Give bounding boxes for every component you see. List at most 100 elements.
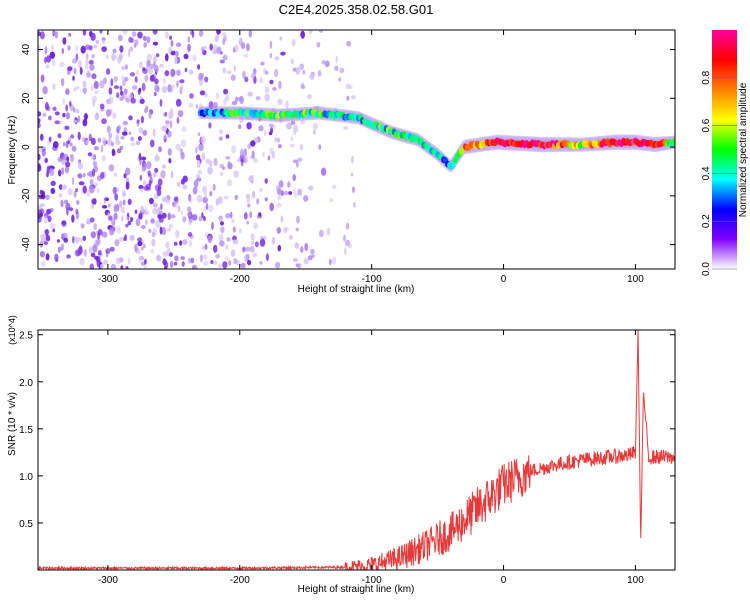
noise-speckle	[119, 96, 124, 101]
noise-speckle	[110, 78, 114, 87]
noise-speckle	[62, 112, 66, 118]
noise-speckle	[167, 148, 172, 156]
noise-speckle	[233, 170, 239, 178]
noise-speckle	[47, 140, 51, 145]
noise-speckle	[234, 194, 238, 200]
noise-speckle	[112, 112, 117, 119]
noise-speckle	[99, 30, 103, 34]
noise-speckle	[222, 54, 228, 61]
noise-speckle	[310, 254, 315, 259]
noise-speckle	[219, 171, 224, 177]
noise-speckle	[156, 254, 162, 262]
noise-speckle	[269, 40, 273, 49]
noise-speckle	[93, 80, 99, 90]
noise-speckle	[72, 236, 75, 244]
noise-speckle	[127, 198, 132, 205]
noise-speckle	[77, 173, 83, 179]
noise-speckle	[136, 119, 140, 124]
noise-speckle	[264, 197, 268, 202]
noise-speckle	[106, 125, 111, 134]
noise-speckle	[44, 56, 47, 64]
noise-speckle	[131, 31, 137, 37]
noise-speckle	[321, 60, 326, 65]
noise-speckle	[168, 158, 172, 164]
noise-speckle	[151, 74, 156, 82]
noise-speckle	[130, 142, 136, 147]
noise-speckle	[188, 102, 194, 108]
noise-speckle	[101, 154, 106, 162]
noise-speckle	[113, 204, 118, 213]
noise-speckle	[67, 66, 73, 72]
y-tick-label: 40	[21, 44, 32, 56]
noise-speckle	[231, 145, 237, 154]
noise-speckle	[110, 263, 117, 269]
noise-speckle	[52, 141, 59, 149]
noise-speckle	[107, 203, 111, 208]
snr-plot-area	[38, 330, 675, 570]
noise-speckle	[290, 58, 295, 65]
noise-speckle	[189, 93, 194, 99]
noise-speckle	[167, 212, 171, 221]
noise-speckle	[174, 56, 178, 65]
noise-speckle	[182, 239, 188, 245]
noise-speckle	[75, 45, 78, 52]
noise-speckle	[236, 158, 241, 162]
noise-speckle	[304, 242, 309, 252]
noise-speckle	[234, 44, 239, 53]
figure-title: C2E4.2025.358.02.58.G01	[279, 2, 434, 17]
noise-speckle	[96, 238, 101, 246]
noise-speckle	[204, 192, 208, 197]
noise-speckle	[97, 137, 102, 143]
noise-speckle	[56, 239, 60, 243]
noise-speckle	[100, 144, 104, 153]
noise-speckle	[65, 87, 70, 95]
noise-speckle	[243, 212, 248, 220]
noise-speckle	[128, 131, 132, 136]
noise-speckle	[253, 222, 258, 230]
noise-speckle	[302, 69, 306, 75]
noise-speckle	[260, 61, 265, 66]
noise-speckle	[85, 72, 91, 79]
noise-speckle	[74, 236, 79, 243]
noise-speckle	[222, 67, 227, 74]
noise-speckle	[143, 42, 148, 48]
noise-speckle	[272, 87, 277, 91]
noise-speckle	[95, 256, 101, 263]
noise-speckle	[243, 53, 249, 58]
noise-speckle	[141, 156, 147, 161]
noise-speckle	[290, 136, 294, 142]
noise-speckle	[146, 53, 153, 61]
noise-speckle	[145, 219, 148, 226]
noise-speckle	[312, 122, 318, 130]
noise-speckle	[164, 261, 169, 269]
noise-speckle	[159, 99, 163, 107]
noise-speckle	[129, 46, 134, 52]
noise-speckle	[243, 148, 248, 157]
noise-speckle	[224, 256, 230, 261]
noise-speckle	[77, 131, 81, 141]
noise-speckle	[246, 196, 251, 205]
noise-speckle	[180, 139, 187, 147]
noise-speckle	[244, 155, 249, 164]
noise-speckle	[101, 118, 107, 125]
noise-speckle	[73, 190, 77, 198]
noise-speckle	[259, 188, 263, 192]
noise-speckle	[76, 200, 80, 206]
noise-speckle	[348, 84, 353, 89]
noise-speckle	[109, 227, 115, 236]
noise-speckle	[85, 44, 91, 50]
noise-speckle	[269, 147, 274, 155]
noise-speckle	[218, 263, 222, 269]
noise-speckle	[290, 120, 296, 126]
noise-speckle	[300, 119, 305, 125]
noise-speckle	[100, 172, 105, 180]
noise-speckle	[274, 68, 279, 78]
noise-speckle	[148, 180, 152, 187]
y-tick-label: 2.5	[19, 331, 33, 342]
noise-speckle	[249, 211, 253, 219]
noise-speckle	[176, 181, 181, 188]
noise-speckle	[314, 105, 320, 110]
noise-speckle	[120, 265, 124, 269]
noise-speckle	[295, 66, 301, 75]
noise-speckle	[189, 239, 192, 248]
